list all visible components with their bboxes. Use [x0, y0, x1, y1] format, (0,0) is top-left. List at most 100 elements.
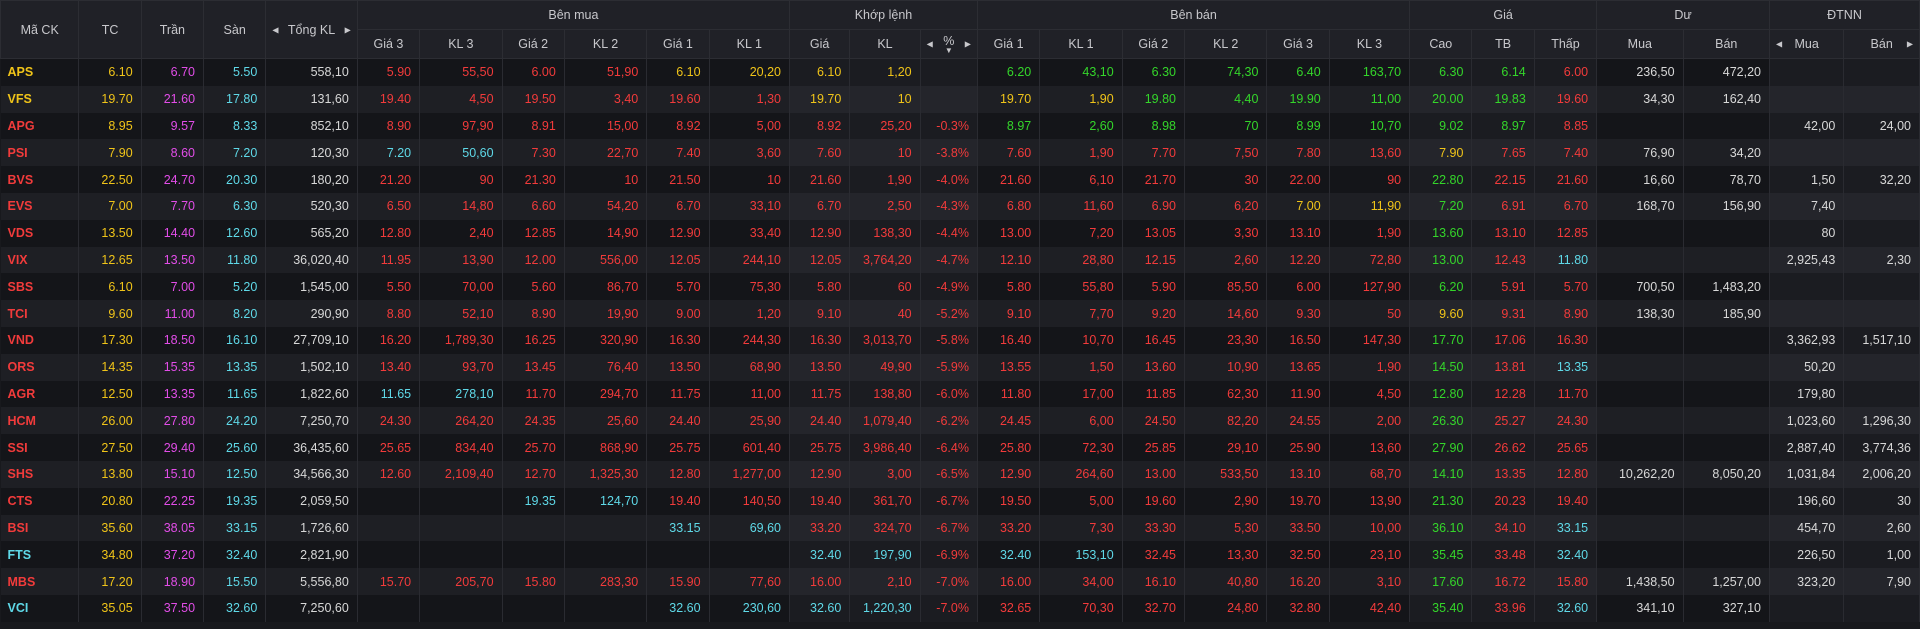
ref-cell: 27.50 — [78, 434, 142, 461]
ask-cell: 32.50 — [1266, 541, 1330, 569]
ask-cell: 16.20 — [1266, 568, 1330, 595]
header-ask-vol-1[interactable]: KL 1 — [1039, 29, 1123, 59]
table-row[interactable]: TCI 9.60 11.00 8.20 290,90 8.80 52,10 8.90 19,90… — [0, 300, 1920, 327]
header-total-volume[interactable]: ◀ Tổng KL ▶ — [265, 0, 358, 59]
price-board-body: APS 6.10 6.70 5.50 558,10 5.90 55,50 6.00 51,90 6… — [0, 58, 1920, 622]
header-match-percent[interactable]: ◀ % ▼ ▶ — [919, 29, 978, 59]
table-row[interactable]: VCI 35.05 37.50 32.60 7,250,60 32.60 230,60 32.… — [0, 594, 1920, 622]
table-row[interactable]: EVS 7.00 7.70 6.30 520,30 6.50 14,80 6.60 54,20 6… — [0, 192, 1920, 220]
ref-cell: 6.10 — [78, 58, 142, 86]
ask-cell: 12.20 — [1266, 246, 1330, 274]
foreign-cell: 196,60 — [1769, 487, 1845, 515]
table-row[interactable]: VIX 12.65 13.50 11.80 36,020,40 11.95 13,90 12.… — [0, 246, 1920, 274]
header-ask-price-2[interactable]: Giá 2 — [1121, 29, 1185, 59]
match-cell: -5.8% — [920, 326, 978, 354]
price-stat-cell: 9.02 — [1409, 112, 1473, 140]
caret-right-icon[interactable]: ▶ — [964, 39, 971, 49]
table-row[interactable]: CTS 20.80 22.25 19.35 2,059,50 19.35 124,70 19.… — [0, 487, 1920, 515]
table-row[interactable]: APG 8.95 9.57 8.33 852,10 8.90 97,90 8.91 15,00 8… — [0, 112, 1920, 140]
ask-cell: 28,80 — [1039, 246, 1123, 274]
table-row[interactable]: PSI 7.90 8.60 7.20 120,30 7.20 50,60 7.30 22,70 7… — [0, 139, 1920, 167]
ask-cell: 127,90 — [1329, 273, 1411, 301]
table-row[interactable]: VFS 19.70 21.60 17.80 131,60 19.40 4,50 19.50 3,… — [0, 85, 1920, 113]
header-floor[interactable]: Sàn — [203, 0, 267, 59]
price-stat-cell: 12.85 — [1534, 219, 1598, 247]
table-row[interactable]: HCM 26.00 27.80 24.20 7,250,70 24.30 264,20 24.… — [0, 407, 1920, 435]
table-row[interactable]: VND 17.30 18.50 16.10 27,709,10 16.20 1,789,30… — [0, 326, 1920, 354]
match-cell: -5.9% — [920, 353, 978, 381]
table-row[interactable]: ORS 14.35 15.35 13.35 1,502,10 13.40 93,70 13.4… — [0, 353, 1920, 381]
caret-right-icon[interactable]: ▶ — [344, 25, 351, 34]
ask-cell: 147,30 — [1329, 326, 1411, 354]
price-stat-cell: 6.20 — [1409, 273, 1473, 301]
ask-cell: 6,00 — [1039, 407, 1123, 435]
table-row[interactable]: SBS 6.10 7.00 5.20 1,545,00 5.50 70,00 5.60 86,7… — [0, 273, 1920, 301]
table-row[interactable]: FTS 34.80 37.20 32.40 2,821,90 32.40 197,90 -6.… — [0, 541, 1920, 569]
header-ask-vol-3[interactable]: KL 3 — [1328, 29, 1411, 59]
table-row[interactable]: MBS 17.20 18.90 15.50 5,556,80 15.70 205,70 15.… — [0, 568, 1920, 595]
header-match-price[interactable]: Giá — [788, 29, 851, 59]
residual-cell — [1596, 219, 1684, 247]
foreign-cell — [1769, 300, 1845, 327]
table-row[interactable]: BSI 35.60 38.05 33.15 1,726,60 33.15 69,60 33.2… — [0, 514, 1920, 542]
header-high[interactable]: Cao — [1409, 29, 1473, 59]
header-bid-price-3[interactable]: Giá 3 — [356, 29, 421, 59]
caret-right-icon[interactable]: ▶ — [1906, 39, 1913, 49]
table-row[interactable]: AGR 12.50 13.35 11.65 1,822,60 11.65 278,10 11.… — [0, 380, 1920, 408]
bid-cell: 11.65 — [357, 380, 421, 408]
sort-down-icon[interactable]: ▼ — [944, 46, 953, 55]
price-stat-cell: 35.45 — [1409, 541, 1473, 569]
header-low[interactable]: Thấp — [1533, 29, 1598, 59]
header-residual-sell[interactable]: Bán — [1682, 29, 1770, 59]
bid-cell: 230,60 — [709, 594, 790, 622]
bid-cell: 12.80 — [357, 219, 421, 247]
bid-cell: 124,70 — [564, 487, 648, 515]
bid-cell: 11.75 — [646, 380, 710, 408]
price-stat-cell: 17.60 — [1409, 568, 1473, 595]
header-ask-price-3[interactable]: Giá 3 — [1266, 29, 1330, 59]
ask-cell: 6.90 — [1122, 192, 1185, 220]
bid-cell: 13.50 — [646, 353, 710, 381]
total-volume-cell: 7,250,60 — [265, 594, 358, 622]
match-cell: 1,20 — [849, 58, 921, 86]
total-volume-cell: 558,10 — [265, 58, 358, 86]
header-foreign-sell[interactable]: Bán ▶ — [1843, 29, 1920, 59]
table-row[interactable]: SSI 27.50 29.40 25.60 36,435,60 25.65 834,40 25… — [0, 434, 1920, 461]
caret-left-icon[interactable]: ◀ — [926, 39, 933, 49]
header-ask-price-1[interactable]: Giá 1 — [976, 29, 1041, 59]
table-row[interactable]: APS 6.10 6.70 5.50 558,10 5.90 55,50 6.00 51,90 6… — [0, 58, 1920, 86]
ask-cell: 13,90 — [1329, 487, 1411, 515]
residual-cell — [1683, 246, 1770, 274]
table-row[interactable]: VDS 13.50 14.40 12.60 565,20 12.80 2,40 12.85 14… — [0, 219, 1920, 247]
header-ceiling[interactable]: Trần — [140, 0, 205, 59]
header-symbol[interactable]: Mã CK — [0, 0, 80, 59]
header-average[interactable]: TB — [1471, 29, 1535, 59]
ref-cell: 35.05 — [78, 594, 142, 622]
price-stat-cell: 26.62 — [1471, 434, 1535, 461]
foreign-cell: 226,50 — [1769, 541, 1845, 569]
match-cell: 32.60 — [789, 594, 851, 622]
header-foreign-buy[interactable]: ◀ Mua — [1768, 29, 1845, 59]
match-cell: 1,220,30 — [849, 594, 921, 622]
bid-cell: 6.70 — [646, 192, 710, 220]
symbol-cell: SSI — [0, 434, 80, 461]
header-bid-vol-2[interactable]: KL 2 — [563, 29, 648, 59]
header-bid-price-2[interactable]: Giá 2 — [501, 29, 565, 59]
header-ref[interactable]: TC — [78, 0, 142, 59]
bid-cell — [419, 541, 503, 569]
header-match-volume[interactable]: KL — [849, 29, 921, 59]
header-bid-vol-3[interactable]: KL 3 — [419, 29, 503, 59]
match-cell — [920, 58, 978, 86]
bid-cell: 13,90 — [419, 246, 503, 274]
table-row[interactable]: BVS 22.50 24.70 20.30 180,20 21.20 90 21.30 10 21… — [0, 166, 1920, 193]
header-bid-price-1[interactable]: Giá 1 — [646, 29, 710, 59]
header-residual-buy[interactable]: Mua — [1596, 29, 1684, 59]
caret-left-icon[interactable]: ◀ — [272, 25, 279, 34]
header-bid-vol-1[interactable]: KL 1 — [708, 29, 790, 59]
header-ask-vol-2[interactable]: KL 2 — [1183, 29, 1268, 59]
foreign-cell: 179,80 — [1769, 380, 1845, 408]
caret-left-icon[interactable]: ◀ — [1775, 39, 1783, 49]
ask-cell: 5,00 — [1039, 487, 1123, 515]
table-row[interactable]: SHS 13.80 15.10 12.50 34,566,30 12.60 2,109,40… — [0, 460, 1920, 488]
price-stat-cell: 6.00 — [1534, 58, 1598, 86]
